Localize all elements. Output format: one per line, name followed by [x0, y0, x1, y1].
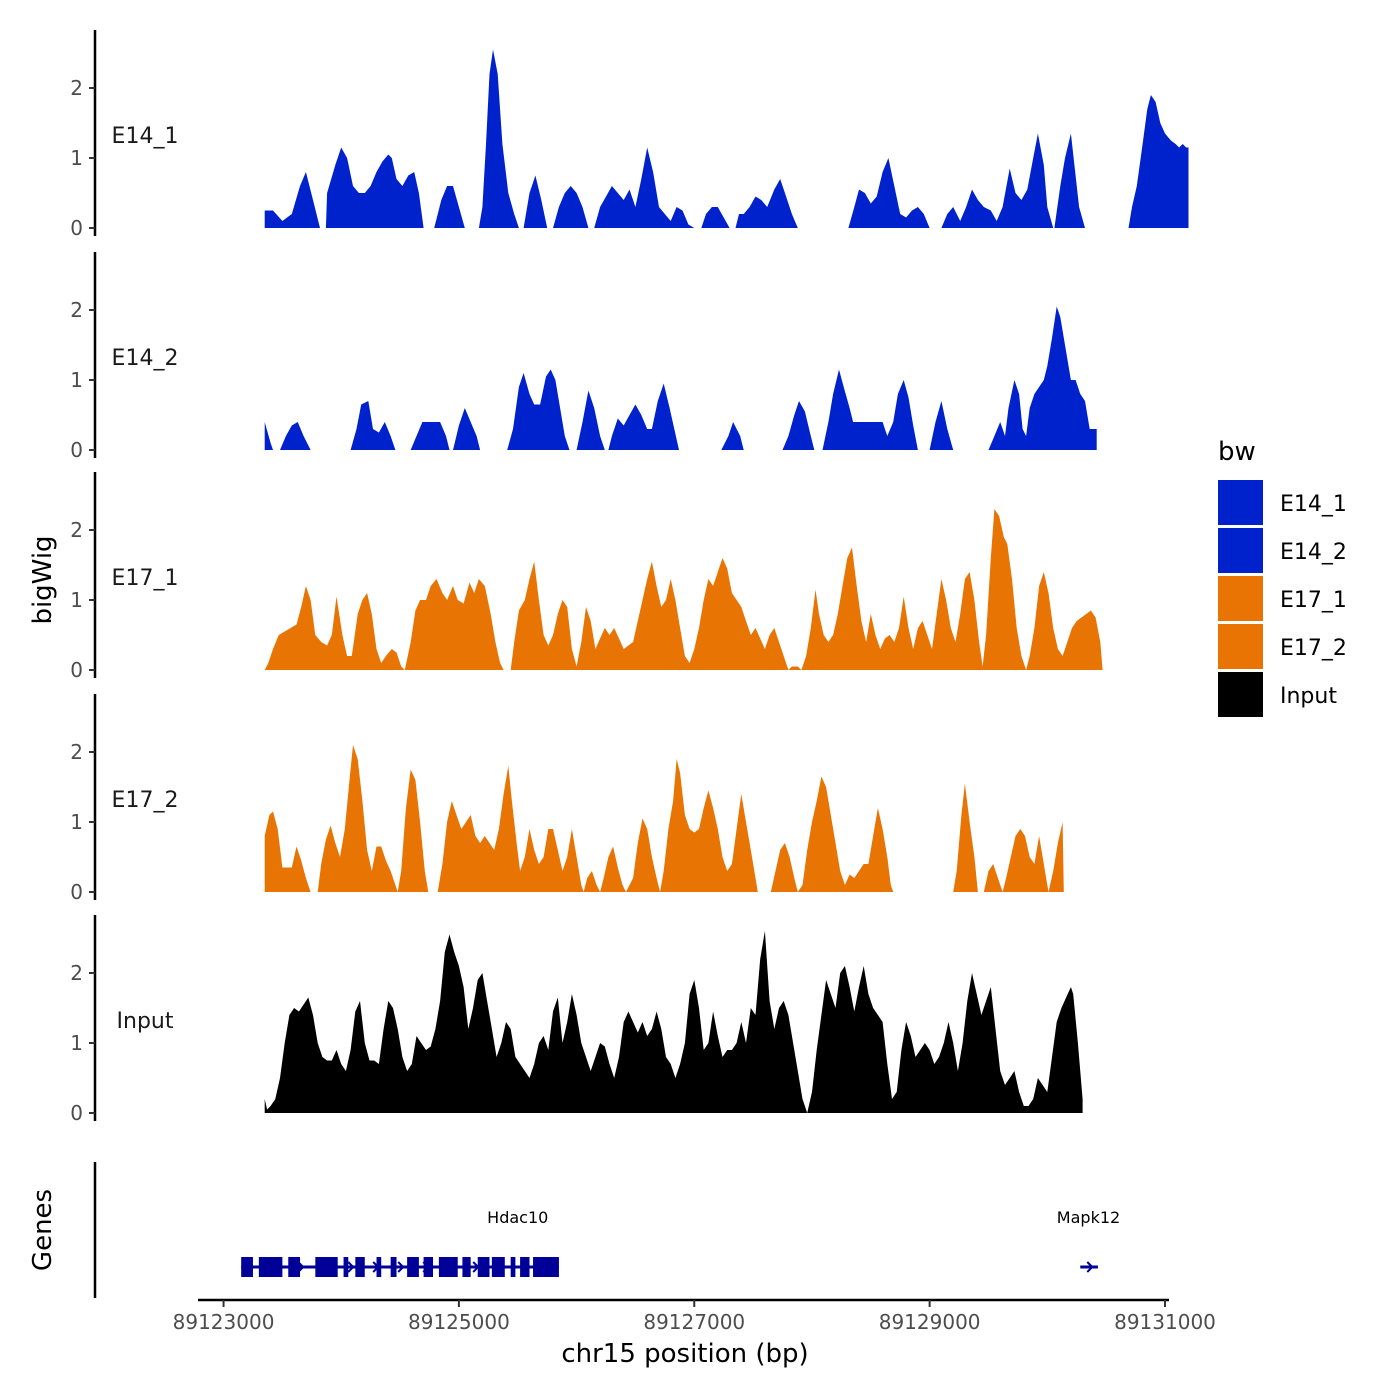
y-tick-label: 1 — [70, 368, 83, 392]
signal-area-input — [264, 931, 1083, 1113]
tracks-layer: 0 1 2 E14_1 0 1 2 E14_2 0 1 2 E17_1 0 1 2 E17_2 0 1 2 Input — [70, 30, 1189, 1125]
gene-label: Mapk12 — [1057, 1208, 1120, 1227]
gene-exon — [241, 1257, 253, 1277]
track-e14-2: 0 1 2 E14_2 — [70, 252, 1097, 462]
track-e17-1: 0 1 2 E17_1 — [70, 472, 1103, 682]
legend-label: E14_1 — [1280, 492, 1347, 517]
y-tick-label: 1 — [70, 810, 83, 834]
strand-arrow — [397, 1261, 405, 1273]
legend-swatch-input — [1218, 672, 1263, 717]
y-tick-label: 2 — [70, 76, 83, 100]
gene-mapk12: Mapk12 — [1057, 1208, 1120, 1273]
strand-arrow — [347, 1261, 355, 1273]
track-label: E17_2 — [112, 788, 179, 813]
gene-exon — [423, 1257, 434, 1277]
legend-label: E17_1 — [1280, 588, 1347, 613]
legend: bw E14_1 E14_2 E17_1 E17_2 Input — [1218, 437, 1347, 717]
x-tick-label: 89131000 — [1114, 1310, 1216, 1334]
gene-exon — [315, 1257, 338, 1277]
y-tick-label: 2 — [70, 518, 83, 542]
x-tick-label: 89125000 — [408, 1310, 510, 1334]
gene-exon — [438, 1257, 458, 1277]
track-label: Input — [117, 1009, 174, 1034]
signal-area-e17-1 — [264, 509, 1103, 670]
signal-area-e14-1 — [264, 49, 1189, 228]
legend-title: bw — [1218, 437, 1256, 467]
y-tick-label: 2 — [70, 961, 83, 985]
y-tick-label: 2 — [70, 298, 83, 322]
x-tick-label: 89123000 — [173, 1310, 275, 1334]
track-label: E14_1 — [112, 124, 179, 149]
legend-label: E14_2 — [1280, 540, 1347, 565]
y-tick-label: 0 — [70, 880, 83, 904]
y-tick-label: 0 — [70, 1101, 83, 1125]
strand-arrow — [1086, 1261, 1094, 1273]
x-tick-label: 89129000 — [879, 1310, 981, 1334]
gene-exon — [258, 1257, 283, 1277]
gene-exon — [533, 1257, 559, 1277]
y-tick-label: 2 — [70, 740, 83, 764]
gene-exon — [462, 1257, 471, 1277]
y-tick-label: 1 — [70, 1031, 83, 1055]
track-e17-2: 0 1 2 E17_2 — [70, 694, 1064, 904]
gene-exon — [390, 1257, 397, 1277]
gene-exon — [477, 1257, 490, 1277]
legend-swatch-e17-1 — [1218, 576, 1263, 621]
x-axis: 89123000 89125000 89127000 89129000 89131000 — [173, 1298, 1216, 1334]
y-tick-label: 0 — [70, 216, 83, 240]
gene-exon — [376, 1257, 382, 1277]
gene-exon — [355, 1257, 365, 1277]
genes-axis-title: Genes — [28, 1189, 58, 1271]
gene-exon — [520, 1257, 530, 1277]
gene-exon — [288, 1257, 301, 1277]
y-tick-label: 1 — [70, 588, 83, 612]
gene-exon — [407, 1257, 419, 1277]
y-tick-label: 0 — [70, 658, 83, 682]
gene-exon — [343, 1257, 349, 1277]
x-tick-label: 89127000 — [643, 1310, 745, 1334]
y-tick-label: 1 — [70, 146, 83, 170]
legend-swatch-e14-2 — [1218, 528, 1263, 573]
gene-exon — [491, 1257, 505, 1277]
y-tick-label: 0 — [70, 438, 83, 462]
track-input: 0 1 2 Input — [70, 915, 1083, 1125]
gene-hdac10: Hdac10 — [241, 1208, 559, 1277]
signal-area-e17-2 — [264, 745, 1064, 892]
legend-swatch-e14-1 — [1218, 480, 1263, 525]
signal-area-e14-2 — [264, 306, 1097, 450]
legend-label: E17_2 — [1280, 636, 1347, 661]
gene-label: Hdac10 — [487, 1208, 548, 1227]
legend-label: Input — [1280, 684, 1337, 709]
track-label: E17_1 — [112, 566, 179, 591]
track-label: E14_2 — [112, 346, 179, 371]
genes-layer: Hdac10 Mapk12 — [93, 1162, 1120, 1298]
y-axis-title: bigWig — [28, 535, 58, 624]
gene-exon — [510, 1257, 516, 1277]
legend-swatch-e17-2 — [1218, 624, 1263, 669]
x-axis-title: chr15 position (bp) — [561, 1339, 808, 1369]
track-e14-1: 0 1 2 E14_1 — [70, 30, 1189, 240]
